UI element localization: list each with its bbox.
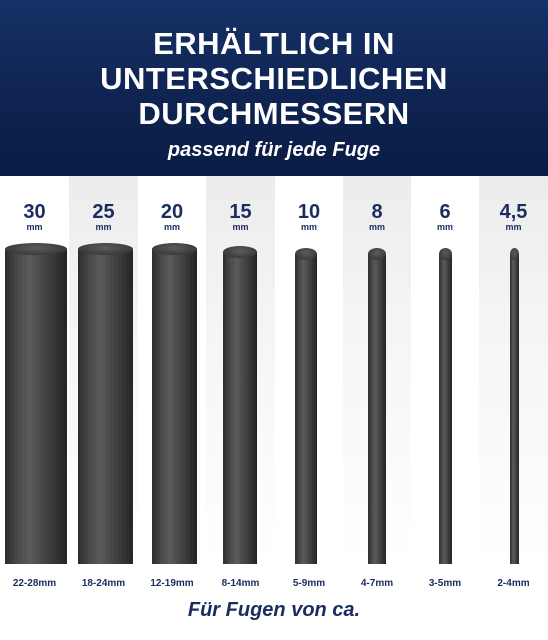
range-label: 3-5mm bbox=[428, 578, 462, 589]
diameter-unit: mm bbox=[26, 222, 43, 232]
size-column-4-5: 4,5 mm bbox=[479, 176, 548, 564]
diameter-label: 10 bbox=[297, 201, 321, 223]
size-column-8: 8 mm bbox=[343, 176, 411, 564]
diameter-unit: mm bbox=[300, 222, 317, 232]
range-label: 5-9mm bbox=[292, 578, 326, 589]
rod-15 bbox=[223, 246, 257, 564]
size-column-20: 20 mm bbox=[138, 176, 206, 564]
diameter-label: 30 bbox=[23, 201, 46, 223]
range-label: 12-19mm bbox=[150, 578, 194, 589]
range-label: 22-28mm bbox=[12, 578, 57, 589]
rod-cap bbox=[5, 243, 67, 255]
page-title: ERHÄLTLICH IN UNTERSCHIEDLICHEN DURCHMES… bbox=[0, 26, 548, 131]
diameter-unit: mm bbox=[436, 222, 453, 232]
diameter-columns: 30 mm 25 mm 20 mm 15 mm 10 mm bbox=[0, 176, 548, 564]
size-column-25: 25 mm bbox=[69, 176, 138, 564]
rod-30 bbox=[5, 243, 67, 564]
footer-caption: Für Fugen von ca. bbox=[187, 599, 361, 621]
diameter-label: 8 bbox=[371, 201, 383, 223]
diameter-unit: mm bbox=[95, 222, 112, 232]
diameter-label: 25 bbox=[92, 201, 115, 223]
title-line-1: ERHÄLTLICH IN bbox=[153, 26, 395, 61]
size-column-30: 30 mm bbox=[0, 176, 69, 564]
rod-cap bbox=[152, 243, 197, 255]
rod-8 bbox=[368, 248, 386, 564]
rod-cap bbox=[78, 243, 133, 255]
range-label: 2-4mm bbox=[497, 578, 530, 589]
size-column-15: 15 mm bbox=[206, 176, 275, 564]
title-line-2: UNTERSCHIEDLICHEN bbox=[100, 61, 448, 96]
rod-6 bbox=[439, 248, 452, 564]
rod-4-5 bbox=[510, 248, 519, 564]
header-banner: ERHÄLTLICH IN UNTERSCHIEDLICHEN DURCHMES… bbox=[0, 0, 548, 176]
diameter-unit: mm bbox=[505, 222, 522, 232]
diameter-label: 15 bbox=[229, 201, 252, 223]
size-column-6: 6 mm bbox=[411, 176, 479, 564]
range-label: 18-24mm bbox=[81, 578, 126, 589]
diameter-unit: mm bbox=[232, 222, 249, 232]
rod-cap bbox=[510, 248, 519, 260]
diameter-unit: mm bbox=[368, 222, 385, 232]
rod-10 bbox=[295, 248, 317, 564]
size-column-10: 10 mm bbox=[275, 176, 343, 564]
range-label: 4-7mm bbox=[360, 578, 394, 589]
title-line-3: DURCHMESSERN bbox=[138, 96, 410, 131]
rod-cap bbox=[439, 248, 452, 260]
rod-25 bbox=[78, 243, 133, 564]
page-subtitle: passend für jede Fuge bbox=[167, 139, 381, 161]
rod-cap bbox=[368, 248, 386, 260]
rod-cap bbox=[295, 248, 317, 260]
range-label: 8-14mm bbox=[221, 578, 260, 589]
rod-20 bbox=[152, 243, 197, 564]
diameter-label: 6 bbox=[439, 201, 451, 223]
diameter-label: 4,5 bbox=[499, 201, 528, 223]
diameter-label: 20 bbox=[160, 201, 184, 223]
rod-cap bbox=[223, 246, 257, 258]
diameter-unit: mm bbox=[163, 222, 180, 232]
